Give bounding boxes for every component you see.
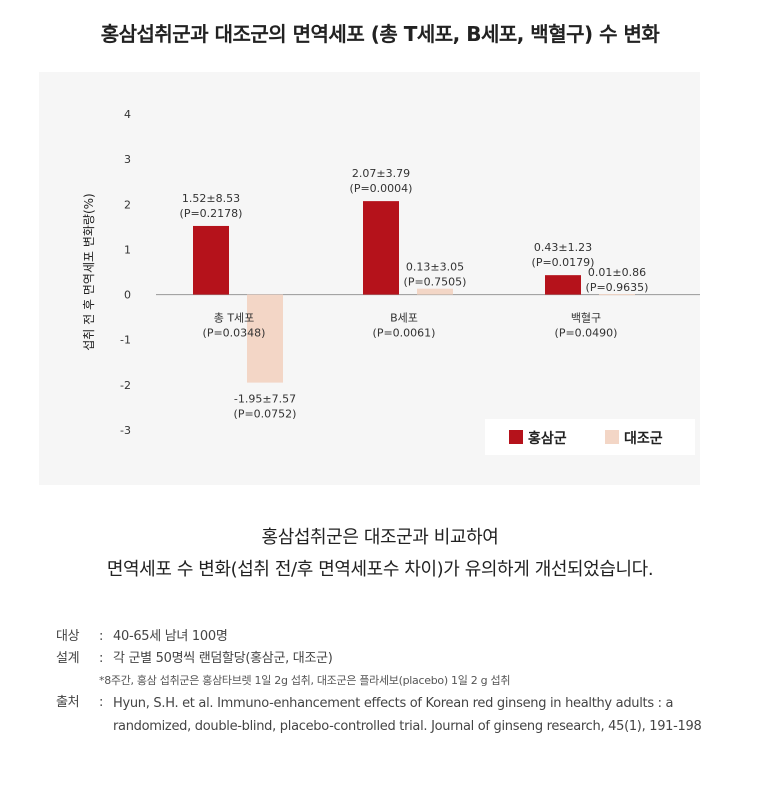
legend-swatch bbox=[605, 430, 619, 444]
data-label: 0.13±3.05 bbox=[406, 261, 464, 274]
note-source-value: Hyun, S.H. et al. Immuno-enhancement eff… bbox=[113, 696, 702, 734]
data-label: 0.43±1.23 bbox=[534, 241, 592, 254]
bar-control bbox=[599, 294, 635, 296]
summary-line-1: 홍삼섭취군은 대조군과 비교하여 bbox=[261, 527, 499, 548]
bar-ginseng bbox=[545, 275, 581, 295]
bar-ginseng bbox=[363, 201, 399, 295]
legend-swatch bbox=[509, 430, 523, 444]
note-design-value: 각 군별 50명씩 랜덤할당(홍삼군, 대조군) bbox=[113, 651, 333, 666]
data-p-label: (P=0.0004) bbox=[350, 182, 413, 195]
y-tick-label: 0 bbox=[124, 289, 131, 302]
data-label: 0.01±0.86 bbox=[588, 266, 646, 279]
data-p-label: (P=0.7505) bbox=[404, 276, 467, 289]
category-label: B세포 bbox=[390, 312, 418, 325]
y-tick-label: -3 bbox=[120, 424, 131, 437]
summary-text: 홍삼섭취군은 대조군과 비교하여 면역세포 수 변화(섭취 전/후 면역세포수 … bbox=[0, 522, 760, 586]
category-label: 백혈구 bbox=[571, 311, 601, 325]
category-label: 총 T세포 bbox=[214, 312, 255, 325]
y-tick-label: 2 bbox=[124, 198, 131, 211]
y-tick-label: -1 bbox=[120, 334, 131, 347]
y-tick-label: 4 bbox=[124, 108, 131, 121]
legend-label: 홍삼군 bbox=[528, 430, 567, 447]
data-label: 2.07±3.79 bbox=[352, 167, 410, 180]
summary-line-2: 면역세포 수 변화(섭취 전/후 면역세포수 차이)가 유의하게 개선되었습니다… bbox=[106, 559, 654, 580]
note-subject-value: 40-65세 남녀 100명 bbox=[113, 629, 228, 644]
bar-control bbox=[247, 294, 283, 383]
bar-chart: 4 3 2 1 0 -1 -2 -3 섭취 전 후 면역세포 변화량(%) 1.52±8.53 (P… bbox=[82, 108, 700, 455]
y-tick-label: 3 bbox=[124, 153, 131, 166]
note-footnote: *8주간, 홍삼 섭취군은 홍삼타브렛 1일 2g 섭취, 대조군은 플라세보(… bbox=[99, 674, 511, 687]
legend-label: 대조군 bbox=[624, 431, 663, 447]
data-p-label: (P=0.0752) bbox=[234, 408, 297, 421]
y-tick-label: 1 bbox=[124, 243, 131, 256]
bar-ginseng bbox=[193, 225, 229, 295]
category-p-value: (P=0.0490) bbox=[555, 327, 618, 340]
note-subject-key: 대상 bbox=[56, 629, 80, 644]
bar-control bbox=[417, 288, 453, 295]
data-label: -1.95±7.57 bbox=[234, 393, 296, 406]
note-source-key: 출처 bbox=[56, 695, 80, 710]
y-axis-title: 섭취 전 후 면역세포 변화량(%) bbox=[82, 193, 96, 350]
data-p-label: (P=0.9635) bbox=[586, 281, 649, 294]
note-separator: : bbox=[99, 651, 104, 666]
note-design: 설계 : 각 군별 50명씩 랜덤할당(홍삼군, 대조군) bbox=[56, 648, 746, 670]
note-design-key: 설계 bbox=[56, 651, 80, 666]
note-separator: : bbox=[99, 695, 104, 710]
page-title: 홍삼섭취군과 대조군의 면역세포 (총 T세포, B세포, 백혈구) 수 변화 bbox=[100, 22, 660, 46]
data-p-label: (P=0.2178) bbox=[180, 207, 243, 220]
note-source: 출처 : Hyun, S.H. et al. Immuno-enhancemen… bbox=[56, 692, 746, 738]
category-p-value: (P=0.0061) bbox=[373, 327, 436, 340]
data-label: 1.52±8.53 bbox=[182, 192, 240, 205]
study-notes: 대상 : 40-65세 남녀 100명 설계 : 각 군별 50명씩 랜덤할당(… bbox=[56, 626, 746, 738]
y-tick-label: -2 bbox=[120, 379, 131, 392]
note-separator: : bbox=[99, 629, 104, 644]
note-subject: 대상 : 40-65세 남녀 100명 bbox=[56, 626, 746, 648]
data-p-label: (P=0.0179) bbox=[532, 256, 595, 269]
category-p-value: (P=0.0348) bbox=[203, 327, 266, 340]
